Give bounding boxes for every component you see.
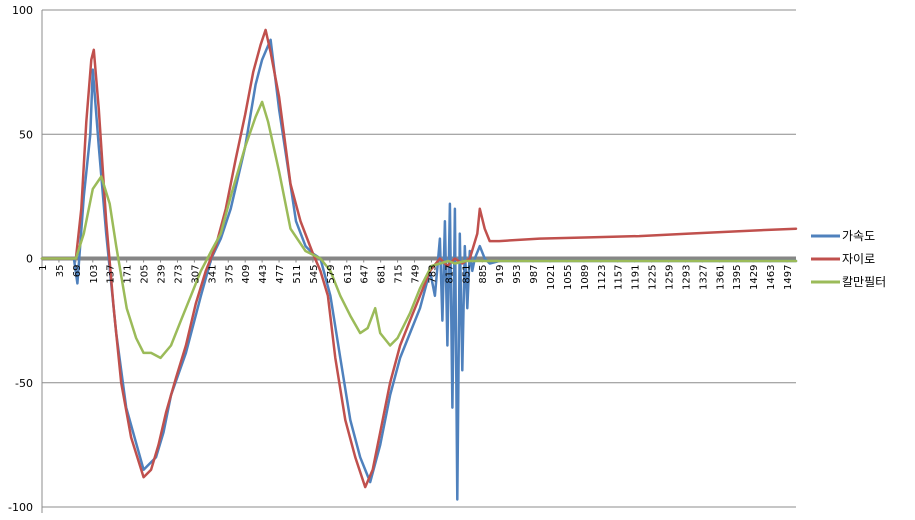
x-tick-label: 205	[140, 265, 151, 284]
x-tick-label: 851	[461, 265, 472, 284]
y-tick-label: 0	[26, 253, 33, 266]
x-tick-label: 545	[309, 265, 320, 284]
x-tick-label: 375	[224, 265, 235, 284]
legend-label: 자이로	[842, 252, 875, 266]
x-tick-label: 239	[157, 265, 168, 284]
x-tick-label: 1	[38, 265, 49, 271]
x-tick-labels: 1 35 69 103 137 171 205 239 273 307 341 375 409 443 47…	[38, 265, 794, 290]
x-tick-label: 1123	[597, 265, 608, 290]
y-tick-label: -100	[8, 501, 33, 514]
x-tick-label: 783	[427, 265, 438, 284]
x-tick-label: 919	[495, 265, 506, 284]
x-tick-label: 171	[123, 265, 134, 284]
x-tick-label: 885	[478, 265, 489, 284]
x-tick-label: 681	[377, 265, 388, 284]
x-tick-label: 647	[360, 265, 371, 284]
x-tick-label: 103	[89, 265, 100, 284]
legend-label: 칼만필터	[842, 275, 886, 289]
x-tick-label: 613	[343, 265, 354, 284]
x-tick-label: 1293	[681, 265, 692, 290]
x-tick-label: 953	[512, 265, 523, 284]
y-tick-label: -50	[15, 377, 33, 390]
series-line-3	[40, 100, 798, 360]
x-tick-label: 69	[72, 265, 83, 278]
x-tick-label: 1395	[732, 265, 743, 290]
y-tick-label: 50	[19, 128, 33, 141]
x-tick-label: 409	[241, 265, 252, 284]
x-tick-label: 1259	[665, 265, 676, 290]
x-tick-label: 1191	[631, 265, 642, 290]
y-tick-label: 100	[12, 4, 33, 17]
x-tick-label: 715	[394, 265, 405, 284]
x-tick-label: 1361	[715, 265, 726, 290]
x-tick-label: 1327	[698, 265, 709, 290]
y-tick-labels: 100 50 0 -50 -100	[8, 4, 33, 514]
x-tick-label: 443	[258, 265, 269, 284]
x-tick-label: 579	[326, 265, 337, 284]
series-line-2	[40, 28, 798, 489]
x-tick-label: 273	[173, 265, 184, 284]
x-tick-label: 1497	[783, 265, 794, 290]
x-tick-label: 137	[106, 265, 117, 284]
x-tick-label: 1463	[766, 265, 777, 290]
gridlines	[42, 9, 796, 508]
legend-label: 가속도	[842, 229, 875, 243]
x-tick-label: 511	[292, 265, 303, 284]
x-tick-label: 1429	[749, 265, 760, 290]
x-tick-label: 35	[55, 265, 66, 278]
x-tick-label: 1089	[580, 265, 591, 290]
x-tick-label: 987	[529, 265, 540, 284]
series-lines	[40, 28, 798, 501]
x-tick-label: 817	[444, 265, 455, 284]
x-tick-label: 749	[411, 265, 422, 284]
x-tick-label: 1021	[546, 265, 557, 290]
x-tick-label: 1055	[563, 265, 574, 290]
x-tick-label: 1157	[614, 265, 625, 290]
x-tick-label: 477	[275, 265, 286, 284]
x-tick-label: 1225	[648, 265, 659, 290]
x-tick-label: 307	[190, 265, 201, 284]
x-tick-label: 341	[207, 265, 218, 284]
